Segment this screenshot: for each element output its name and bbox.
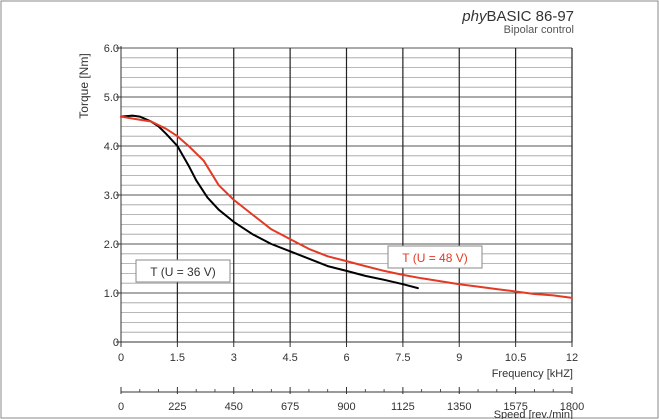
x-tick-label: 1.5 — [170, 352, 185, 364]
x2-tick-label: 1575 — [503, 401, 527, 413]
series-line-1 — [120, 115, 573, 299]
legend-label-48v: T (U = 48 V) — [402, 251, 467, 265]
series-lines — [120, 114, 573, 299]
x2-tick-label: 675 — [281, 401, 299, 413]
y-tick-label: 3.0 — [104, 190, 119, 202]
x2-axis-label: Speed [rev./min] — [494, 409, 573, 419]
x2-tick-label: 1125 — [391, 401, 415, 413]
x2-tick-label: 900 — [337, 401, 355, 413]
y-axis-label: Torque [Nm] — [77, 53, 91, 118]
tick-labels: 0 1.0 2.0 3.0 4.0 5.0 6.0 0 1.5 3 4.5 6 7.5 9 10.5 12 0 2… — [104, 43, 585, 413]
x2-tick-label: 450 — [225, 401, 243, 413]
x-tick-label: 4.5 — [282, 352, 297, 364]
legend-box-48v — [387, 245, 483, 269]
x2-tick-label: 225 — [168, 401, 186, 413]
chart-title: phyBASIC 86-97 — [461, 8, 574, 25]
x-tick-label: 7.5 — [395, 352, 410, 364]
legend-label-36v: T (U = 36 V) — [150, 265, 215, 279]
y-tick-label: 2.0 — [104, 239, 119, 251]
x-tick-label: 12 — [566, 352, 578, 364]
legend-box-36v — [135, 259, 231, 283]
y-tick-label: 4.0 — [104, 141, 119, 153]
title-main: BASIC 86-97 — [486, 8, 574, 25]
y-tick-label: 1.0 — [104, 288, 119, 300]
y-tick-label: 0 — [113, 337, 119, 349]
x-tick-label: 6 — [343, 352, 349, 364]
x2-tick-label: 1350 — [447, 401, 471, 413]
x-tick-label: 10.5 — [505, 352, 526, 364]
title-prefix: phy — [461, 8, 488, 25]
x2-tick-label: 1800 — [560, 401, 584, 413]
x-axis-label: Frequency [kHZ] — [492, 368, 573, 380]
x-tick-label: 0 — [118, 352, 124, 364]
y-tick-label: 6.0 — [104, 43, 119, 55]
chart-subtitle: Bipolar control — [504, 24, 574, 36]
x-tick-label: 3 — [231, 352, 237, 364]
axes — [116, 46, 573, 394]
x-tick-label: 9 — [456, 352, 462, 364]
y-tick-label: 5.0 — [104, 92, 119, 104]
x2-tick-label: 0 — [118, 401, 124, 413]
